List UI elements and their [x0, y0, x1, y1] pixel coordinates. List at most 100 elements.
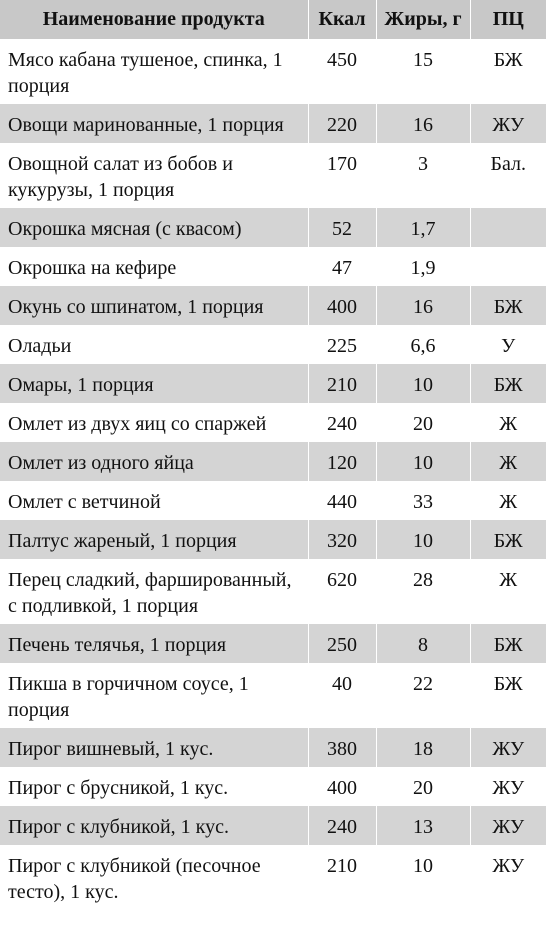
table-row: Омлет из одного яйца 120 10 Ж: [0, 442, 546, 481]
cell-fat: 33: [376, 481, 471, 520]
cell-fat: 22: [376, 663, 471, 728]
cell-product-name: Пирог с брусникой, 1 кус.: [0, 767, 309, 806]
cell-product-name: Мясо кабана тушеное, спинка, 1 порция: [0, 39, 309, 104]
table-row: Окрошка мясная (с квасом) 52 1,7: [0, 208, 546, 247]
cell-pc: Ж: [470, 442, 546, 481]
header-product-name: Наименование продукта: [0, 0, 309, 39]
table-row: Омлет с ветчиной 440 33 Ж: [0, 481, 546, 520]
cell-kcal: 250: [308, 624, 377, 663]
cell-kcal: 450: [308, 39, 377, 104]
cell-product-name: Печень телячья, 1 порция: [0, 624, 309, 663]
cell-fat: 6,6: [376, 325, 471, 364]
cell-product-name: Омары, 1 порция: [0, 364, 309, 403]
cell-kcal: 47: [308, 247, 377, 286]
table-row: Пирог вишневый, 1 кус. 380 18 ЖУ: [0, 728, 546, 767]
cell-kcal: 400: [308, 286, 377, 325]
cell-pc: ЖУ: [470, 728, 546, 767]
cell-product-name: Пирог с клубникой, 1 кус.: [0, 806, 309, 845]
table-row: Овощной салат из бобов и кукурузы, 1 пор…: [0, 143, 546, 208]
cell-kcal: 220: [308, 104, 377, 143]
cell-pc: БЖ: [470, 286, 546, 325]
cell-kcal: 240: [308, 403, 377, 442]
table-row: Перец сладкий, фаршированный, с подливко…: [0, 559, 546, 624]
table-row: Окунь со шпинатом, 1 порция 400 16 БЖ: [0, 286, 546, 325]
cell-fat: 8: [376, 624, 471, 663]
cell-product-name: Палтус жареный, 1 порция: [0, 520, 309, 559]
header-fat: Жиры, г: [376, 0, 471, 39]
cell-kcal: 225: [308, 325, 377, 364]
cell-fat: 3: [376, 143, 471, 208]
cell-pc: ЖУ: [470, 767, 546, 806]
cell-product-name: Овощи маринованные, 1 порция: [0, 104, 309, 143]
table-body: Мясо кабана тушеное, спинка, 1 порция 450…: [0, 39, 546, 910]
cell-kcal: 240: [308, 806, 377, 845]
food-table: Наименование продукта Ккал Жиры, г ПЦ Мя…: [0, 0, 546, 910]
cell-product-name: Оладьи: [0, 325, 309, 364]
table-row: Мясо кабана тушеное, спинка, 1 порция 450…: [0, 39, 546, 104]
cell-kcal: 210: [308, 845, 377, 910]
cell-kcal: 170: [308, 143, 377, 208]
cell-pc: [470, 208, 546, 247]
cell-product-name: Пирог вишневый, 1 кус.: [0, 728, 309, 767]
cell-pc: БЖ: [470, 39, 546, 104]
cell-fat: 18: [376, 728, 471, 767]
cell-fat: 1,9: [376, 247, 471, 286]
cell-kcal: 320: [308, 520, 377, 559]
cell-fat: 13: [376, 806, 471, 845]
cell-fat: 20: [376, 767, 471, 806]
cell-product-name: Пирог с клубникой (песочное тесто), 1 ку…: [0, 845, 309, 910]
cell-kcal: 120: [308, 442, 377, 481]
table-row: Окрошка на кефире 47 1,9: [0, 247, 546, 286]
cell-fat: 1,7: [376, 208, 471, 247]
table-row: Пирог с клубникой, 1 кус. 240 13 ЖУ: [0, 806, 546, 845]
cell-kcal: 380: [308, 728, 377, 767]
cell-pc: Ж: [470, 481, 546, 520]
cell-product-name: Омлет из двух яиц со спаржей: [0, 403, 309, 442]
cell-fat: 15: [376, 39, 471, 104]
cell-kcal: 52: [308, 208, 377, 247]
cell-fat: 20: [376, 403, 471, 442]
cell-product-name: Омлет из одного яйца: [0, 442, 309, 481]
cell-pc: БЖ: [470, 520, 546, 559]
table-row: Пирог с брусникой, 1 кус. 400 20 ЖУ: [0, 767, 546, 806]
cell-pc: Бал.: [470, 143, 546, 208]
cell-fat: 16: [376, 104, 471, 143]
cell-pc: БЖ: [470, 364, 546, 403]
cell-product-name: Окунь со шпинатом, 1 порция: [0, 286, 309, 325]
cell-pc: Ж: [470, 559, 546, 624]
cell-product-name: Окрошка мясная (с квасом): [0, 208, 309, 247]
cell-product-name: Омлет с ветчиной: [0, 481, 309, 520]
cell-pc: ЖУ: [470, 806, 546, 845]
cell-fat: 16: [376, 286, 471, 325]
cell-product-name: Перец сладкий, фаршированный, с подливко…: [0, 559, 309, 624]
cell-pc: У: [470, 325, 546, 364]
table-row: Оладьи 225 6,6 У: [0, 325, 546, 364]
cell-product-name: Овощной салат из бобов и кукурузы, 1 пор…: [0, 143, 309, 208]
cell-pc: [470, 247, 546, 286]
cell-kcal: 210: [308, 364, 377, 403]
table-header-row: Наименование продукта Ккал Жиры, г ПЦ: [0, 0, 546, 39]
cell-product-name: Окрошка на кефире: [0, 247, 309, 286]
table-row: Палтус жареный, 1 порция 320 10 БЖ: [0, 520, 546, 559]
cell-fat: 10: [376, 845, 471, 910]
cell-product-name: Пикша в горчичном соусе, 1 порция: [0, 663, 309, 728]
cell-pc: БЖ: [470, 663, 546, 728]
table-row: Пикша в горчичном соусе, 1 порция 40 22 БЖ: [0, 663, 546, 728]
cell-pc: ЖУ: [470, 845, 546, 910]
cell-kcal: 400: [308, 767, 377, 806]
cell-fat: 10: [376, 442, 471, 481]
table-row: Овощи маринованные, 1 порция 220 16 ЖУ: [0, 104, 546, 143]
cell-pc: ЖУ: [470, 104, 546, 143]
table-row: Омары, 1 порция 210 10 БЖ: [0, 364, 546, 403]
table-row: Омлет из двух яиц со спаржей 240 20 Ж: [0, 403, 546, 442]
table-row: Печень телячья, 1 порция 250 8 БЖ: [0, 624, 546, 663]
cell-pc: Ж: [470, 403, 546, 442]
cell-fat: 10: [376, 520, 471, 559]
cell-kcal: 40: [308, 663, 377, 728]
header-pc: ПЦ: [470, 0, 546, 39]
cell-pc: БЖ: [470, 624, 546, 663]
cell-fat: 10: [376, 364, 471, 403]
cell-fat: 28: [376, 559, 471, 624]
cell-kcal: 440: [308, 481, 377, 520]
table-row: Пирог с клубникой (песочное тесто), 1 ку…: [0, 845, 546, 910]
